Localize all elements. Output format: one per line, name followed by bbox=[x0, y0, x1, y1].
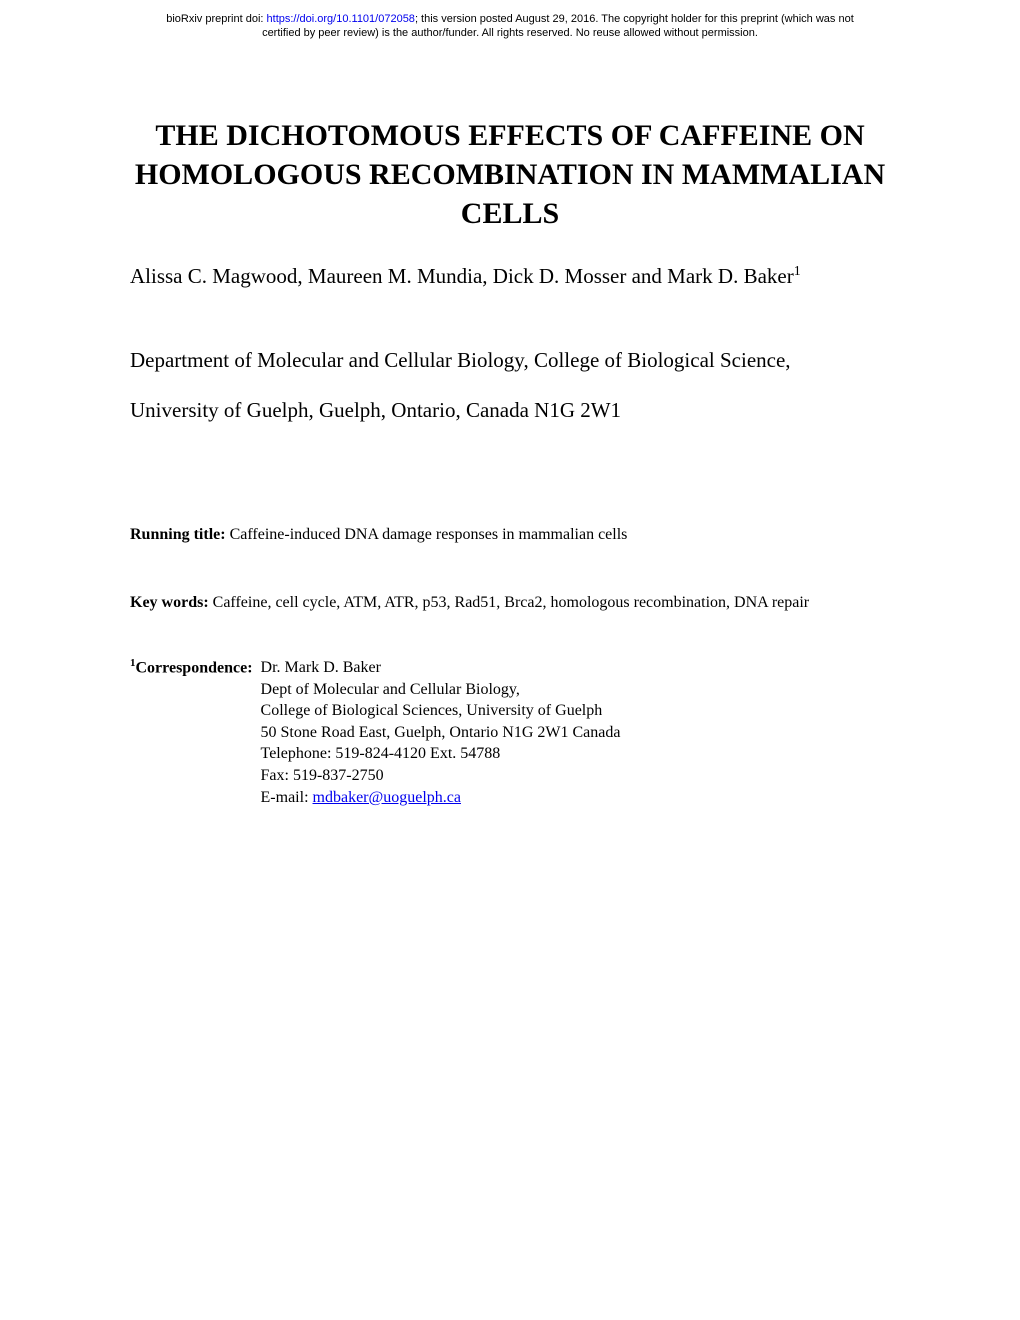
preprint-line2: certified by peer review) is the author/… bbox=[262, 27, 758, 39]
preprint-header: bioRxiv preprint doi: https://doi.org/10… bbox=[0, 0, 1020, 41]
running-title-text: Caffeine-induced DNA damage responses in… bbox=[230, 526, 628, 543]
affiliation-block: Department of Molecular and Cellular Bio… bbox=[130, 335, 890, 436]
authors-line: Alissa C. Magwood, Maureen M. Mundia, Di… bbox=[130, 263, 890, 290]
correspondence-dept: Dept of Molecular and Cellular Biology, bbox=[261, 679, 621, 701]
correspondence-label-text: Correspondence: bbox=[136, 659, 253, 676]
correspondence-address: 50 Stone Road East, Guelph, Ontario N1G … bbox=[261, 722, 621, 744]
authors-text: Alissa C. Magwood, Maureen M. Mundia, Di… bbox=[130, 264, 794, 288]
correspondence-email-link[interactable]: mdbaker@uoguelph.ca bbox=[313, 789, 461, 806]
doi-suffix: ; this version posted August 29, 2016. T… bbox=[415, 13, 854, 25]
paper-title: THE DICHOTOMOUS EFFECTS OF CAFFEINE ON H… bbox=[130, 116, 890, 233]
keywords-block: Key words: Caffeine, cell cycle, ATM, AT… bbox=[130, 584, 890, 622]
content-area: THE DICHOTOMOUS EFFECTS OF CAFFEINE ON H… bbox=[0, 116, 1020, 809]
doi-prefix: bioRxiv preprint doi: bbox=[166, 13, 266, 25]
correspondence-name: Dr. Mark D. Baker bbox=[261, 657, 621, 679]
running-title-label: Running title: bbox=[130, 526, 230, 543]
correspondence-phone: Telephone: 519-824-4120 Ext. 54788 bbox=[261, 743, 621, 765]
keywords-text: Caffeine, cell cycle, ATM, ATR, p53, Rad… bbox=[213, 594, 809, 611]
correspondence-fax: Fax: 519-837-2750 bbox=[261, 765, 621, 787]
correspondence-email-line: E-mail: mdbaker@uoguelph.ca bbox=[261, 787, 621, 809]
correspondence-email-label: E-mail: bbox=[261, 789, 313, 806]
affiliation-line1: Department of Molecular and Cellular Bio… bbox=[130, 335, 890, 385]
doi-link[interactable]: https://doi.org/10.1101/072058 bbox=[267, 13, 415, 25]
correspondence-college: College of Biological Sciences, Universi… bbox=[261, 700, 621, 722]
affiliation-line2: University of Guelph, Guelph, Ontario, C… bbox=[130, 385, 890, 435]
keywords-label: Key words: bbox=[130, 594, 213, 611]
correspondence-label: 1Correspondence: bbox=[130, 657, 261, 808]
authors-superscript: 1 bbox=[794, 264, 801, 279]
correspondence-block: 1Correspondence: Dr. Mark D. Baker Dept … bbox=[130, 657, 890, 808]
correspondence-details: Dr. Mark D. Baker Dept of Molecular and … bbox=[261, 657, 621, 808]
running-title-block: Running title: Caffeine-induced DNA dama… bbox=[130, 526, 890, 544]
